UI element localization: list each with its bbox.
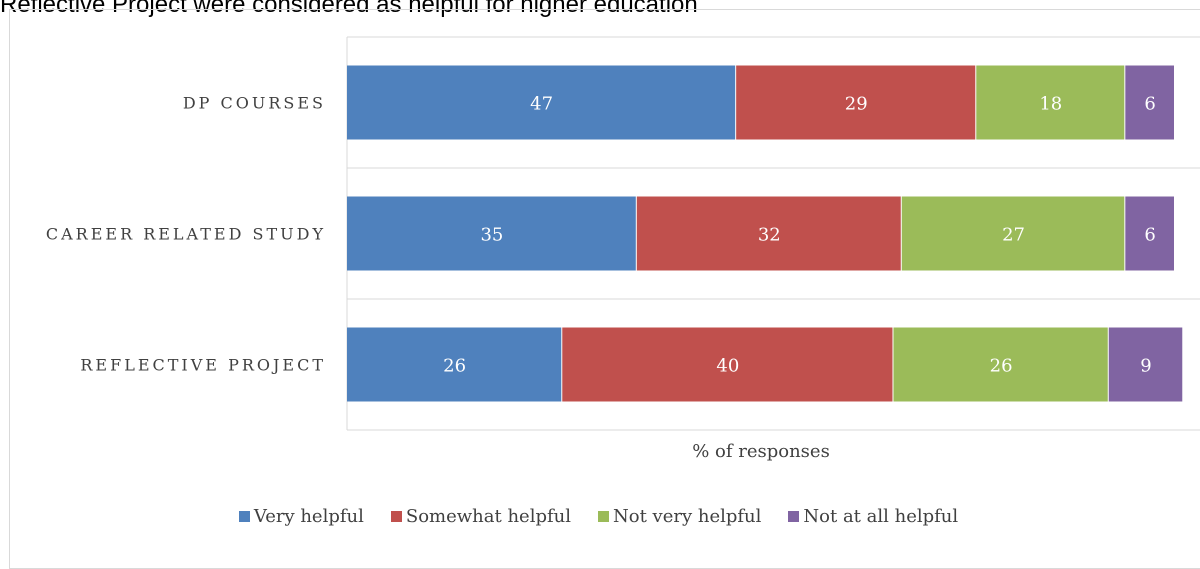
label-layer: DP COURSES 47 29 18 6 CAREER RELATED STUDY 35 3… (46, 94, 1156, 377)
category-label: CAREER RELATED STUDY (46, 225, 326, 244)
legend-swatch (390, 511, 402, 522)
data-label: 32 (758, 225, 781, 246)
legend-item: Not very helpful (598, 506, 761, 527)
legend-swatch (238, 511, 250, 522)
legend-item: Not at all helpful (788, 506, 958, 527)
bar-segment (893, 327, 1108, 402)
bar-segment (1125, 196, 1174, 271)
bar-segment (1108, 327, 1183, 402)
data-label: 29 (845, 94, 868, 115)
bar-layer (347, 65, 1183, 402)
category-label: DP COURSES (183, 94, 326, 113)
data-label: 6 (1144, 225, 1155, 246)
data-label: 26 (990, 356, 1013, 377)
bar-segment (1125, 65, 1174, 140)
data-label: 35 (480, 225, 503, 246)
grid-layer (346, 36, 1200, 431)
legend-label: Not at all helpful (803, 506, 959, 527)
bar-segment (562, 327, 893, 402)
legend-label: Very helpful (253, 506, 364, 527)
legend-label: Not very helpful (613, 506, 762, 527)
chart-plot: DP COURSES 47 29 18 6 CAREER RELATED STUDY 35 3… (46, 36, 1200, 462)
data-label: 26 (443, 356, 466, 377)
legend-swatch (598, 511, 609, 522)
data-label: 47 (530, 94, 553, 115)
data-label: 40 (716, 356, 739, 377)
bar-segment (976, 65, 1125, 140)
data-label: 6 (1144, 94, 1155, 115)
data-label: 27 (1002, 225, 1025, 246)
bar-segment (736, 65, 976, 140)
bar-segment (347, 65, 736, 140)
legend-label: Somewhat helpful (405, 506, 571, 527)
category-label: REFLECTIVE PROJECT (80, 356, 326, 375)
legend-item: Very helpful (238, 506, 364, 527)
bar-segment (636, 196, 901, 271)
bar-segment (347, 196, 636, 271)
legend-swatch (788, 511, 800, 522)
chart-legend: Very helpful Somewhat helpful Not very hel… (0, 506, 1200, 527)
legend-item: Somewhat helpful (390, 506, 571, 527)
bar-segment (347, 327, 562, 402)
bar-segment (901, 196, 1125, 271)
x-axis-title: % of responses (692, 441, 830, 462)
data-label: 18 (1039, 94, 1062, 115)
data-label: 9 (1140, 356, 1151, 377)
